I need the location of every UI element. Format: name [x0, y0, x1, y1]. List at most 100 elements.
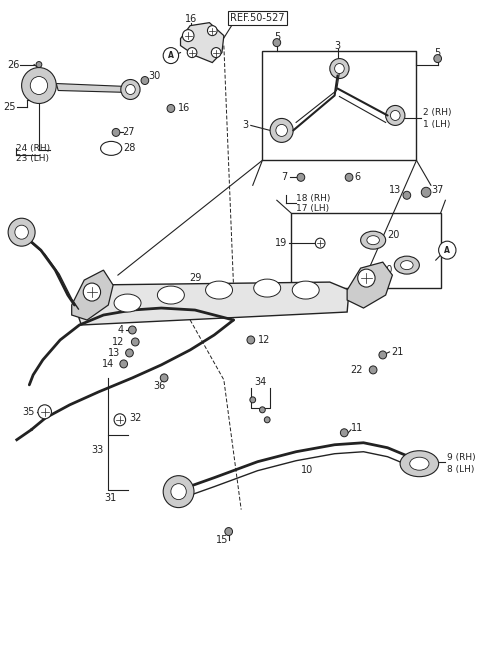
Circle shape: [439, 241, 456, 259]
Text: 12: 12: [258, 335, 270, 345]
Text: 33: 33: [91, 445, 104, 455]
Circle shape: [126, 349, 133, 357]
Ellipse shape: [30, 77, 48, 95]
Circle shape: [112, 129, 120, 136]
Text: 1 (LH): 1 (LH): [423, 120, 451, 129]
Text: 25: 25: [3, 103, 16, 112]
Text: 3: 3: [243, 121, 249, 130]
Text: 20: 20: [387, 230, 400, 240]
Circle shape: [182, 30, 194, 42]
Circle shape: [369, 366, 377, 374]
Text: 36: 36: [153, 381, 166, 391]
Text: 7: 7: [281, 173, 288, 182]
Ellipse shape: [270, 118, 293, 142]
Text: 29: 29: [189, 273, 201, 283]
Text: 37: 37: [431, 185, 444, 195]
Text: 12: 12: [112, 337, 125, 347]
Circle shape: [225, 528, 232, 535]
Text: 10: 10: [301, 465, 313, 474]
Circle shape: [38, 405, 51, 419]
Ellipse shape: [126, 84, 135, 95]
Text: 15: 15: [216, 535, 228, 545]
Ellipse shape: [121, 80, 140, 99]
Text: 9 (RH): 9 (RH): [447, 453, 476, 462]
Circle shape: [132, 338, 139, 346]
Text: 5: 5: [274, 32, 280, 42]
Text: A: A: [444, 246, 450, 254]
Text: 5: 5: [434, 47, 441, 58]
Text: 16: 16: [178, 103, 190, 114]
Ellipse shape: [8, 218, 35, 246]
Text: 28: 28: [124, 143, 136, 153]
Ellipse shape: [171, 484, 186, 500]
Text: REF.50-527: REF.50-527: [230, 13, 285, 23]
Circle shape: [421, 188, 431, 197]
Ellipse shape: [367, 236, 379, 245]
Ellipse shape: [114, 294, 141, 312]
Circle shape: [273, 38, 281, 47]
Circle shape: [379, 351, 386, 359]
Bar: [263, 51, 417, 160]
Text: 20: 20: [380, 265, 392, 275]
Text: 22: 22: [350, 365, 362, 375]
Circle shape: [434, 55, 442, 62]
Circle shape: [187, 47, 197, 58]
Ellipse shape: [400, 450, 439, 476]
Text: 30: 30: [149, 71, 161, 80]
Circle shape: [120, 360, 128, 368]
Circle shape: [36, 62, 42, 67]
Text: 13: 13: [389, 185, 401, 195]
Circle shape: [83, 283, 101, 301]
Circle shape: [340, 429, 348, 437]
Circle shape: [211, 47, 221, 58]
Ellipse shape: [276, 125, 288, 136]
Circle shape: [260, 407, 265, 413]
Ellipse shape: [163, 476, 194, 508]
Text: 19: 19: [275, 238, 288, 248]
Polygon shape: [180, 23, 224, 62]
Polygon shape: [72, 270, 113, 320]
Polygon shape: [56, 84, 131, 93]
Circle shape: [358, 269, 375, 287]
Text: 3: 3: [335, 41, 341, 51]
Text: 26: 26: [7, 60, 20, 69]
Text: 13: 13: [108, 348, 120, 358]
Polygon shape: [74, 282, 349, 325]
Ellipse shape: [410, 457, 429, 470]
Text: 8 (LH): 8 (LH): [447, 465, 475, 474]
Text: 14: 14: [102, 359, 114, 369]
Ellipse shape: [254, 279, 281, 297]
Circle shape: [207, 26, 217, 36]
Ellipse shape: [22, 67, 56, 103]
Text: 11: 11: [351, 422, 363, 433]
Circle shape: [345, 173, 353, 181]
Circle shape: [141, 77, 149, 84]
Polygon shape: [347, 262, 392, 308]
Text: 35: 35: [23, 407, 35, 417]
Text: A: A: [168, 51, 174, 60]
Text: 24 (RH): 24 (RH): [16, 144, 50, 153]
Ellipse shape: [395, 256, 420, 274]
Ellipse shape: [401, 261, 413, 269]
Ellipse shape: [385, 106, 405, 125]
Circle shape: [247, 336, 255, 344]
Circle shape: [264, 417, 270, 422]
Circle shape: [250, 397, 256, 403]
Text: 18 (RH): 18 (RH): [296, 194, 330, 202]
Ellipse shape: [157, 286, 184, 304]
Circle shape: [297, 173, 305, 181]
Text: 2 (RH): 2 (RH): [423, 108, 452, 117]
Ellipse shape: [205, 281, 232, 299]
Text: 17 (LH): 17 (LH): [296, 204, 329, 213]
Text: 6: 6: [355, 173, 361, 182]
Text: 21: 21: [391, 347, 404, 357]
Text: 34: 34: [254, 377, 266, 387]
Circle shape: [403, 191, 411, 199]
Text: 31: 31: [104, 493, 116, 502]
Bar: [291, 214, 441, 288]
Circle shape: [163, 47, 179, 64]
Ellipse shape: [292, 281, 319, 299]
Circle shape: [167, 104, 175, 112]
Ellipse shape: [330, 58, 349, 79]
Circle shape: [315, 238, 325, 248]
